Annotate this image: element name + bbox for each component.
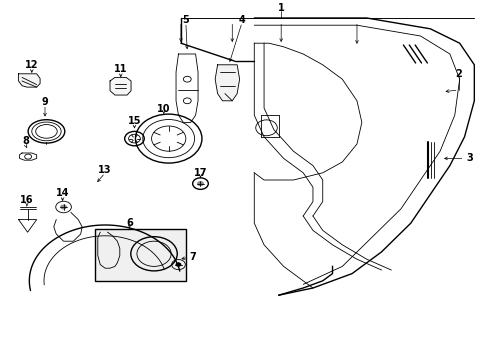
Text: 3: 3	[465, 153, 472, 163]
Text: 10: 10	[157, 104, 170, 114]
Polygon shape	[110, 77, 131, 95]
Text: 8: 8	[22, 136, 29, 147]
Polygon shape	[19, 74, 40, 87]
Circle shape	[60, 204, 67, 210]
Text: 7: 7	[189, 252, 196, 262]
Text: 15: 15	[127, 116, 141, 126]
Text: 16: 16	[20, 195, 34, 205]
Text: 4: 4	[238, 15, 245, 25]
Text: 2: 2	[454, 69, 461, 79]
Text: 17: 17	[193, 168, 207, 178]
Text: 6: 6	[126, 218, 133, 228]
Text: 13: 13	[98, 165, 112, 175]
Polygon shape	[215, 65, 239, 101]
Text: 9: 9	[41, 96, 48, 107]
Text: 5: 5	[182, 15, 189, 25]
Circle shape	[175, 262, 181, 267]
Text: 14: 14	[56, 188, 69, 198]
Text: 11: 11	[114, 64, 127, 74]
FancyBboxPatch shape	[95, 229, 185, 281]
Circle shape	[197, 181, 203, 186]
Text: 1: 1	[277, 3, 284, 13]
Text: 12: 12	[25, 60, 39, 70]
